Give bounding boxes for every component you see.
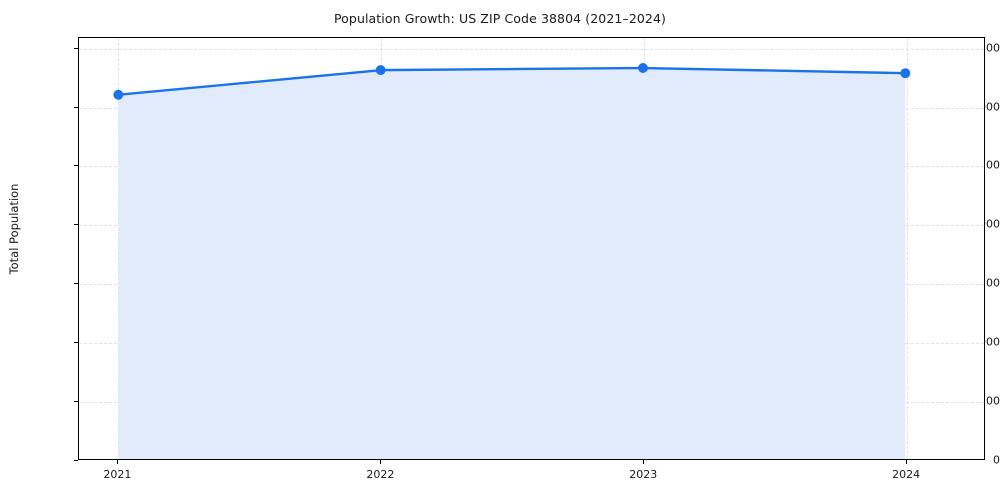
y-axis-tick-mark	[74, 224, 78, 226]
data-point-marker	[637, 63, 648, 73]
y-axis-tick-mark	[74, 165, 78, 167]
population-line	[117, 66, 907, 96]
x-axis-tick-mark	[380, 460, 382, 464]
area-fill-path	[118, 68, 906, 459]
y-axis-tick-mark	[74, 283, 78, 285]
x-axis-tick-label: 2021	[103, 468, 132, 481]
y-axis-label-container: Total Population	[0, 0, 22, 500]
y-axis-tick-mark	[74, 342, 78, 344]
series-layer	[113, 63, 911, 459]
x-axis-tick-label: 2024	[892, 468, 921, 481]
x-axis-tick-label: 2022	[366, 468, 395, 481]
gridline-horizontal	[79, 48, 984, 50]
data-point-marker	[113, 89, 124, 100]
y-axis-tick-mark	[74, 47, 78, 49]
y-axis-tick-mark	[74, 460, 78, 461]
gridline-vertical	[907, 38, 909, 459]
data-point-marker	[375, 65, 386, 76]
x-axis-tick-label: 2023	[629, 468, 658, 481]
data-point-markers	[113, 63, 911, 100]
x-axis-tick-mark	[906, 460, 908, 464]
y-axis-tick-mark	[74, 401, 78, 403]
y-axis-label: Total Population	[7, 183, 21, 275]
x-axis-tick-mark	[643, 460, 645, 464]
chart-title: Population Growth: US ZIP Code 38804 (20…	[333, 11, 667, 26]
data-point-marker	[900, 68, 911, 79]
y-axis-tick-label: 0	[993, 453, 1000, 467]
plot-area	[78, 37, 985, 460]
x-axis-tick-mark	[117, 460, 119, 464]
y-axis-tick-mark	[74, 106, 78, 108]
